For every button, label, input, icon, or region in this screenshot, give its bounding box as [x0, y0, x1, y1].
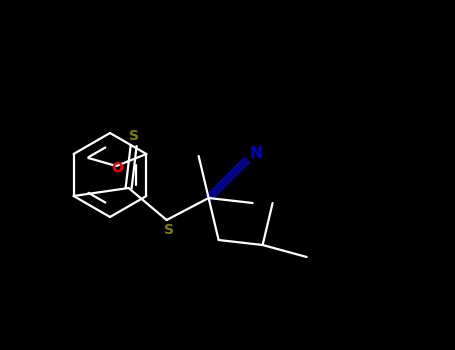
Text: O: O: [111, 161, 123, 175]
Text: N: N: [249, 147, 262, 161]
Text: S: S: [129, 129, 139, 143]
Text: S: S: [164, 223, 174, 237]
